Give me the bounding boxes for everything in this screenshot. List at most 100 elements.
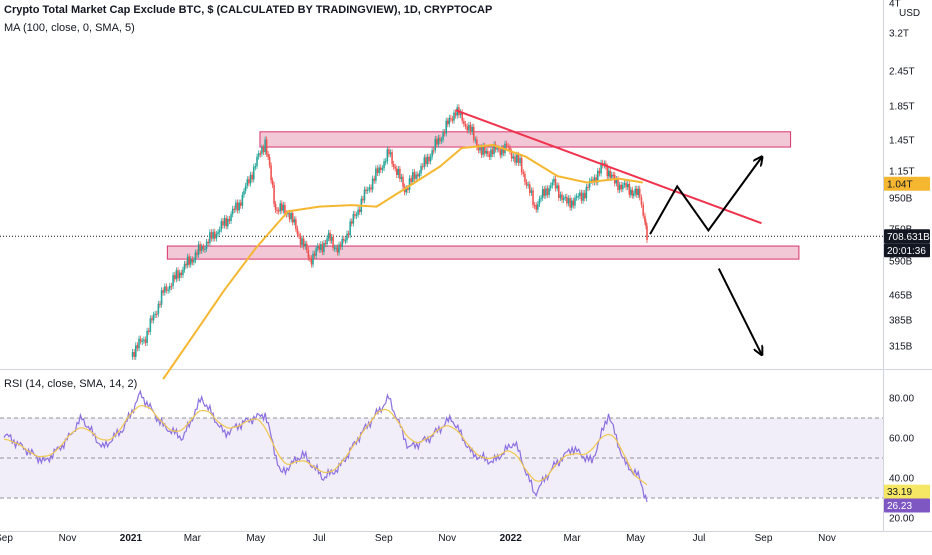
price-candle <box>279 203 282 212</box>
price-candle <box>330 236 333 241</box>
price-candle <box>368 187 371 190</box>
price-candle <box>431 150 433 157</box>
price-candle <box>381 168 384 170</box>
price-candle <box>220 221 223 230</box>
price-candle <box>341 238 344 248</box>
price-candle <box>191 259 194 263</box>
price-candle <box>635 188 638 195</box>
price-candle <box>425 157 427 165</box>
price-candle <box>426 156 429 165</box>
price-candle <box>629 189 632 195</box>
time-tick-label: Nov <box>438 533 456 544</box>
price-candle <box>483 145 486 154</box>
price-candle <box>261 147 263 154</box>
price-candle <box>178 272 181 279</box>
price-candle <box>318 246 321 250</box>
price-candle <box>628 183 631 195</box>
price-candle <box>227 218 229 227</box>
price-candle <box>437 137 440 145</box>
price-candle <box>138 338 140 349</box>
price-candle <box>256 156 258 167</box>
price-candle <box>339 244 342 248</box>
price-candle <box>349 221 351 236</box>
price-candle <box>527 184 529 186</box>
price-candle <box>538 198 541 205</box>
price-candle <box>159 303 161 306</box>
price-candle <box>144 339 147 344</box>
price-candle <box>147 330 150 332</box>
price-candle <box>363 189 366 201</box>
price-candle <box>570 200 573 208</box>
price-candle <box>615 179 618 184</box>
price-candle <box>213 231 216 239</box>
price-candle <box>165 286 168 291</box>
price-candle <box>134 345 137 357</box>
price-candle <box>358 209 361 212</box>
price-candle <box>327 232 330 239</box>
price-candle <box>344 240 347 242</box>
price-candle <box>347 233 350 236</box>
price-candle <box>472 126 475 140</box>
price-candle <box>193 260 195 263</box>
price-candle <box>259 153 262 155</box>
price-candle <box>528 184 531 193</box>
price-tick-label: 2.45T <box>889 67 915 78</box>
price-candle <box>299 235 302 245</box>
price-candle <box>168 285 171 290</box>
price-candle <box>155 313 158 316</box>
price-candle <box>488 154 491 157</box>
price-candle <box>383 161 385 169</box>
price-candle <box>423 157 426 167</box>
price-candle <box>298 234 300 236</box>
price-candle <box>338 244 340 253</box>
rsi-tick-label: 20.00 <box>889 514 914 525</box>
price-candle <box>287 212 289 215</box>
price-candle <box>335 247 337 249</box>
price-candle <box>397 168 400 176</box>
price-candle <box>577 196 580 198</box>
price-candle <box>416 174 419 177</box>
price-candle <box>477 147 480 151</box>
price-candle <box>207 241 210 244</box>
price-candle <box>202 246 205 250</box>
price-candle <box>399 168 401 179</box>
price-candle <box>471 126 474 132</box>
price-candle <box>631 189 634 196</box>
price-candle <box>324 242 327 245</box>
price-candle <box>251 174 253 180</box>
price-candle <box>561 194 563 200</box>
ma-value-badge: 1.04T <box>887 179 913 190</box>
price-candle <box>415 174 417 179</box>
price-candle <box>579 192 581 197</box>
rsi-value-badge: 26.23 <box>887 501 912 512</box>
price-tick-label: 950B <box>889 194 913 205</box>
price-candle <box>230 214 232 222</box>
price-candle <box>379 167 382 170</box>
price-candle <box>608 170 610 177</box>
price-candle <box>520 157 523 173</box>
price-candle <box>225 218 227 227</box>
price-candle <box>394 166 397 169</box>
price-candle <box>429 156 432 162</box>
price-candle <box>305 243 308 251</box>
price-candle <box>362 198 364 201</box>
price-candle <box>309 257 311 259</box>
price-tick-label: 315B <box>889 342 913 353</box>
price-candle <box>293 219 296 223</box>
price-candle <box>209 232 211 244</box>
price-candle <box>487 151 489 155</box>
price-candle <box>407 188 409 190</box>
price-candle <box>545 188 547 196</box>
price-candle <box>170 285 173 288</box>
rsi-ma-value-badge-bg <box>884 484 930 499</box>
price-tick-label: 385B <box>889 316 913 327</box>
price-candle <box>572 200 575 206</box>
time-tick-label: Mar <box>184 533 202 544</box>
price-candle <box>553 178 555 183</box>
price-candle <box>530 190 533 193</box>
price-candle <box>402 176 404 187</box>
price-candle <box>243 190 245 195</box>
price-tick-label: 3.2T <box>889 29 909 40</box>
price-candle <box>388 149 390 155</box>
price-candle <box>505 143 508 147</box>
